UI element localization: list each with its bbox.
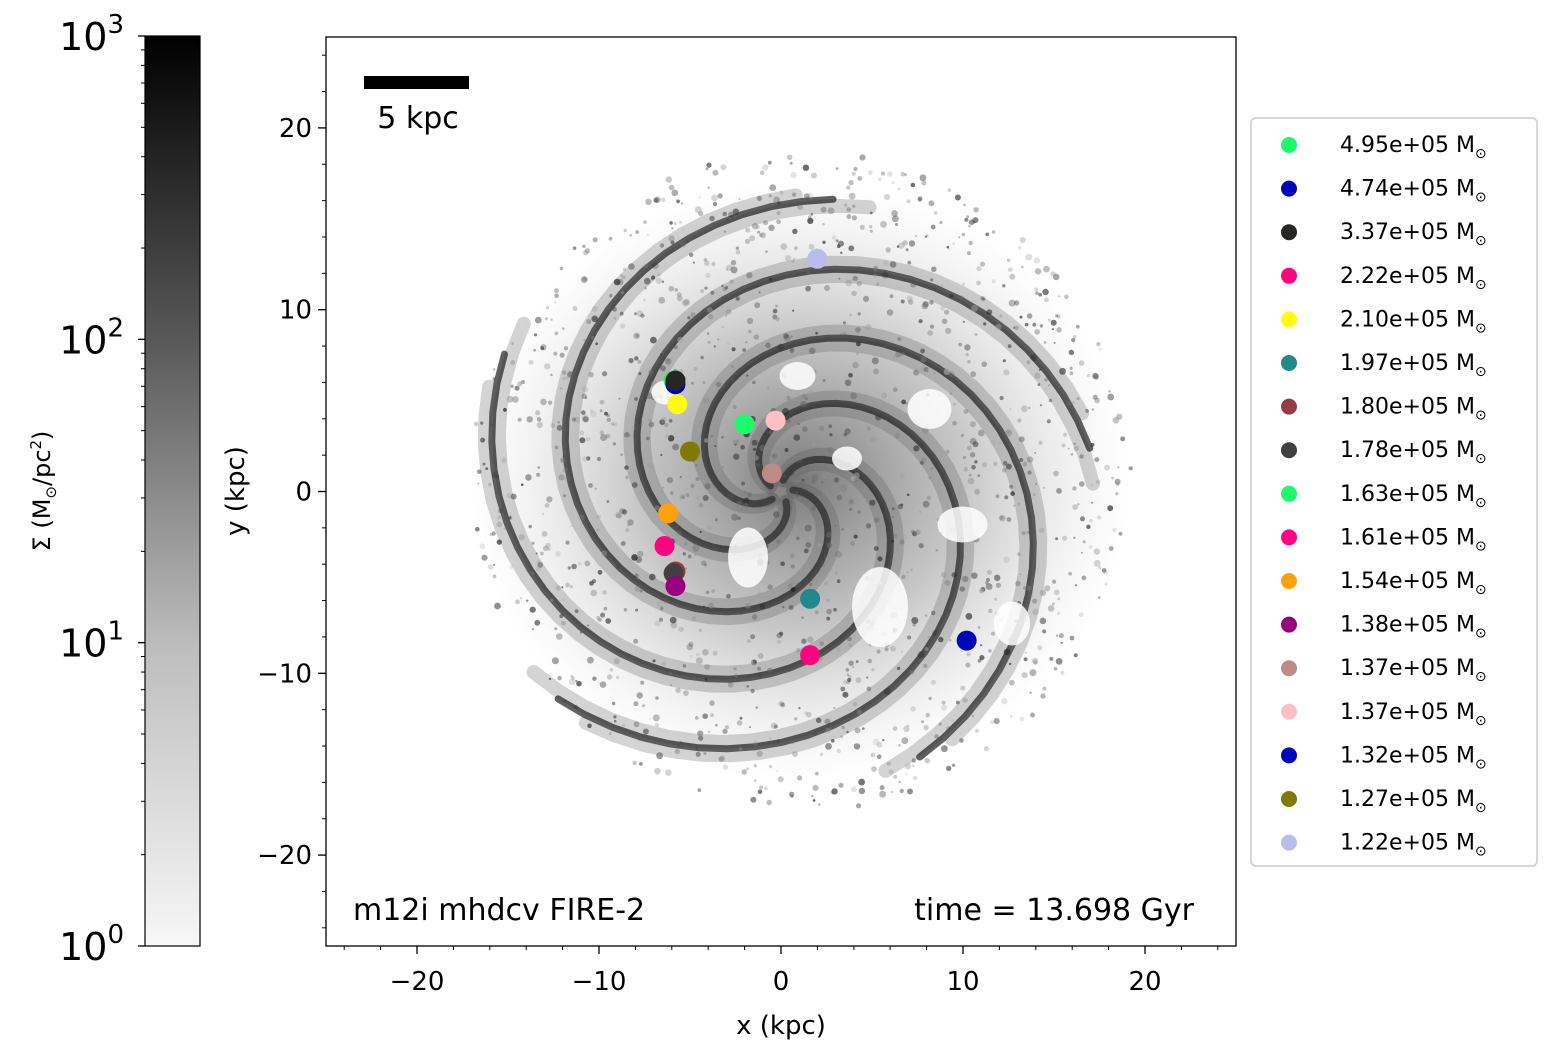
data-point <box>956 630 977 651</box>
legend-entry: 4.95e+05 M⊙ <box>1340 133 1487 162</box>
legend-entry: 1.27e+05 M⊙ <box>1340 787 1487 816</box>
data-point <box>761 463 782 484</box>
data-point <box>807 248 828 269</box>
legend-marker <box>1281 616 1297 633</box>
legend-entry: 1.63e+05 M⊙ <box>1340 482 1487 511</box>
legend-marker <box>1281 791 1297 807</box>
legend-frame <box>1250 117 1538 867</box>
colorbar-tick-label: 101 <box>59 617 124 666</box>
y-tick-label: −10 <box>257 659 312 689</box>
colorbar: 100 101 102 103 Σ (M⊙/pc2) <box>27 10 201 969</box>
legend-entry: 2.10e+05 M⊙ <box>1340 307 1487 336</box>
colorbar-gradient <box>144 35 201 947</box>
scale-bar <box>364 76 469 89</box>
data-point <box>665 576 686 597</box>
legend: 4.95e+05 M⊙ 4.74e+05 M⊙ 3.37e+05 M⊙ 2.22e+0… <box>1250 117 1538 867</box>
simulation-label: m12i mhdcv FIRE-2 <box>353 893 645 928</box>
y-tick-label: 0 <box>295 478 312 508</box>
legend-entry: 1.80e+05 M⊙ <box>1340 395 1487 424</box>
legend-entry: 1.37e+05 M⊙ <box>1340 656 1487 685</box>
legend-marker <box>1281 703 1297 720</box>
y-axis-label: y (kpc) <box>221 446 251 536</box>
data-point <box>800 588 821 609</box>
spiral-arm <box>561 195 837 616</box>
legend-entry: 1.61e+05 M⊙ <box>1340 525 1487 554</box>
legend-marker <box>1281 834 1297 851</box>
legend-marker <box>1281 398 1297 415</box>
legend-marker <box>1281 137 1297 153</box>
x-tick-label: 10 <box>946 967 979 997</box>
legend-marker <box>1281 747 1297 764</box>
legend-entry: 1.32e+05 M⊙ <box>1340 743 1487 772</box>
colorbar-tick-label: 100 <box>59 920 124 969</box>
spiral-arm <box>565 198 877 613</box>
legend-entry: 1.97e+05 M⊙ <box>1340 351 1487 380</box>
spiral-arm <box>691 324 1048 747</box>
spiral-arm <box>578 390 975 763</box>
legend-entry: 1.22e+05 M⊙ <box>1340 831 1487 860</box>
legend-marker <box>1281 485 1297 502</box>
legend-entry: 1.78e+05 M⊙ <box>1340 438 1487 467</box>
data-point <box>658 503 679 524</box>
data-point <box>665 370 686 391</box>
legend-marker <box>1281 311 1297 328</box>
data-points <box>654 248 977 666</box>
data-point <box>734 414 755 435</box>
data-point <box>765 410 786 431</box>
legend-entry: 1.37e+05 M⊙ <box>1340 700 1487 729</box>
spiral-arm <box>554 399 964 753</box>
spiral-arm <box>526 402 961 750</box>
colorbar-tick-label: 103 <box>59 10 124 59</box>
legend-marker <box>1281 355 1297 371</box>
x-tick-label: −10 <box>572 967 627 997</box>
plot-area: −20 −10 0 10 20 −20 −10 0 10 20 5 kpc m12i mhdcv … <box>221 36 1237 1041</box>
axis-ticks: −20 −10 0 10 20 −20 −10 0 10 20 <box>257 54 1219 997</box>
legend-marker <box>1281 660 1297 677</box>
y-tick-label: 10 <box>279 296 312 326</box>
legend-entry: 1.54e+05 M⊙ <box>1340 569 1487 598</box>
legend-marker <box>1281 267 1297 284</box>
data-point <box>654 536 675 557</box>
x-tick-label: 0 <box>773 967 790 997</box>
legend-entry: 4.74e+05 M⊙ <box>1340 177 1487 206</box>
spiral-arm <box>703 337 1034 778</box>
y-tick-label: −20 <box>257 841 312 871</box>
legend-marker <box>1281 180 1297 197</box>
spiral-arm <box>700 334 1037 761</box>
x-axis-label: x (kpc) <box>736 1011 826 1041</box>
x-tick-label: 20 <box>1128 967 1161 997</box>
legend-marker <box>1281 573 1297 589</box>
scale-bar-label: 5 kpc <box>377 101 459 136</box>
gas-bubbles <box>651 362 1030 647</box>
data-point <box>680 441 700 462</box>
colorbar-ticks: 100 101 102 103 <box>59 10 145 969</box>
time-label: time = 13.698 Gyr <box>914 893 1194 928</box>
legend-entry: 3.37e+05 M⊙ <box>1340 220 1487 249</box>
colorbar-label: Σ (M⊙/pc2) <box>27 431 60 552</box>
y-tick-label: 20 <box>279 114 312 144</box>
spiral-arm <box>551 188 841 626</box>
legend-entry: 2.22e+05 M⊙ <box>1340 264 1487 293</box>
colorbar-tick-label: 102 <box>59 313 124 362</box>
x-tick-label: −20 <box>390 967 445 997</box>
legend-marker <box>1281 224 1297 241</box>
legend-entry: 1.38e+05 M⊙ <box>1340 613 1487 642</box>
data-point <box>667 394 688 415</box>
legend-marker <box>1281 529 1297 546</box>
data-point <box>800 645 821 666</box>
legend-marker <box>1281 442 1297 459</box>
